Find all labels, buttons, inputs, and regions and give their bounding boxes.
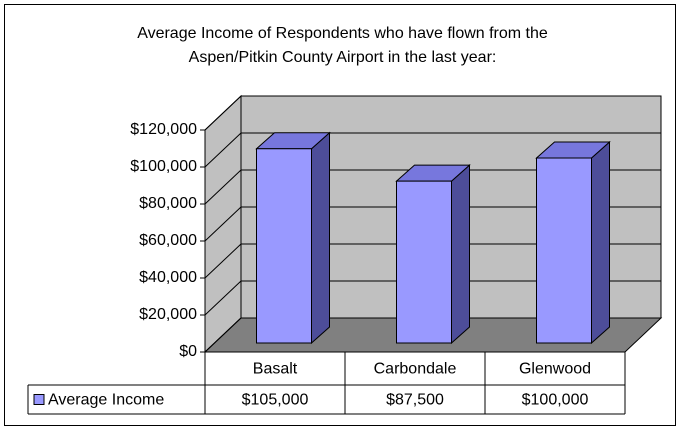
legend-key xyxy=(33,394,45,405)
y-tick-label: $40,000 xyxy=(139,269,197,286)
bar xyxy=(256,148,312,344)
y-tick-label: $80,000 xyxy=(139,195,197,212)
y-tick-label: $60,000 xyxy=(139,232,197,249)
legend-label: Average Income xyxy=(48,392,164,409)
table-value: $105,000 xyxy=(242,392,309,409)
grid-line xyxy=(204,132,242,168)
y-tick-label: $20,000 xyxy=(139,306,197,323)
grid-line xyxy=(204,169,242,205)
bar-side xyxy=(451,164,470,345)
grid-line xyxy=(204,280,242,316)
y-tick-label: $100,000 xyxy=(130,158,197,175)
chart-title: Average Income of Respondents who have f… xyxy=(137,25,548,66)
x-tick-label: Glenwood xyxy=(519,361,591,378)
bar-side xyxy=(311,131,330,345)
grid-line xyxy=(204,317,242,353)
grid-line xyxy=(204,206,242,242)
table-value: $100,000 xyxy=(522,392,589,409)
grid-line xyxy=(204,95,242,131)
grid-line xyxy=(204,243,242,279)
y-tick-label: $0 xyxy=(179,343,197,360)
bar xyxy=(396,180,452,344)
bar-side xyxy=(591,140,610,345)
x-tick-label: Basalt xyxy=(253,361,298,378)
y-tick-label: $120,000 xyxy=(130,121,197,138)
x-tick-label: Carbondale xyxy=(374,361,457,378)
table-value: $87,500 xyxy=(386,392,444,409)
bar xyxy=(536,157,592,344)
